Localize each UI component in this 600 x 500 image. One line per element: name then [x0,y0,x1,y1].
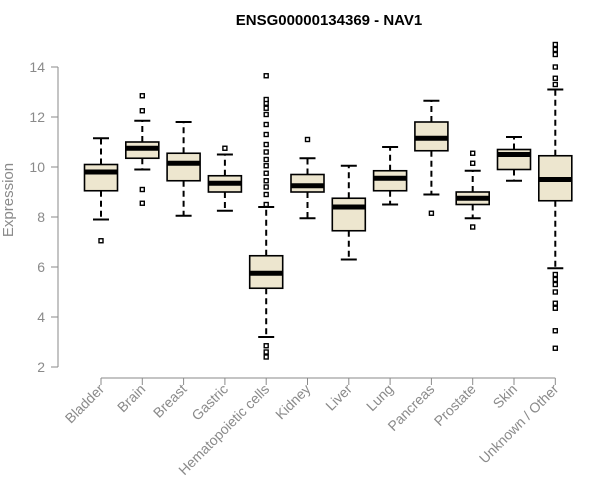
outlier-point [263,349,269,355]
outlier-point [470,150,476,156]
box-9 [455,150,491,230]
box-8 [414,99,449,216]
outlier-point [470,160,476,166]
outlier-point [552,64,558,70]
x-tick-label: Prostate [431,381,479,429]
outlier-point [552,281,558,288]
outlier-point [222,145,228,151]
chart-title: ENSG00000134369 - NAV1 [236,12,423,29]
outlier-point [552,345,558,351]
y-tick-label-6: 6 [37,259,45,275]
box-11 [537,41,573,351]
x-tick-label: Skin [490,381,521,412]
outlier-point [552,75,558,81]
outlier-point [139,200,146,206]
outlier-point [263,96,269,103]
x-tick-label: Brain [114,381,148,415]
box-3 [207,145,243,212]
boxes [83,41,573,360]
x-tick-label: Breast [150,381,190,421]
outlier-point [263,121,269,128]
y-tick-label-4: 4 [37,309,45,325]
outlier-point [263,178,269,184]
y-axis: 2 4 6 8 10 12 14 [29,59,59,375]
box-1 [125,93,160,206]
y-axis-label: Expression [0,163,17,237]
outlier-point [139,186,146,193]
y-tick-label-2: 2 [37,359,45,375]
outlier-point [552,51,558,58]
outlier-point [263,105,269,111]
outlier-point [98,238,104,244]
outlier-point [470,224,476,230]
outlier-point [263,201,269,208]
box-6 [331,164,367,261]
outlier-point [263,170,269,176]
outlier-point [263,156,269,163]
outlier-point [139,93,146,99]
box-4 [248,73,284,360]
outlier-point [263,131,269,138]
outlier-point [263,354,269,360]
x-tick-label: Bladder [62,381,108,427]
outlier-point [263,149,269,155]
box-10 [496,136,532,182]
outlier-point [552,46,558,53]
outlier-point [263,141,269,148]
outlier-point [552,271,558,278]
outlier-point [263,184,269,190]
y-tick-label-14: 14 [29,59,45,75]
y-tick-label-8: 8 [37,209,45,225]
outlier-point [263,111,269,118]
outlier-point [263,191,269,198]
box-5 [290,136,325,220]
iqr-box [166,152,201,182]
box-7 [372,146,408,206]
outlier-point [552,81,558,88]
outlier-point [139,108,146,114]
y-tick-label-10: 10 [29,159,45,175]
outlier-point [552,305,558,311]
box-2 [166,121,201,217]
x-tick-label: Kidney [272,381,314,423]
x-tick-label: Liver [322,381,355,414]
outlier-point [552,289,558,295]
iqr-box [83,163,119,192]
outlier-point [263,73,269,79]
outlier-point [552,300,558,306]
iqr-box [331,197,367,232]
outlier-point [263,343,269,349]
y-tick-label-12: 12 [29,109,45,125]
box-0 [83,137,119,244]
x-tick-label: Lung [363,381,396,414]
outlier-point [552,41,558,48]
outlier-point [552,276,558,283]
outlier-point [552,328,558,334]
outlier-point [263,163,269,169]
outlier-point [428,210,435,216]
outlier-point [304,136,311,143]
